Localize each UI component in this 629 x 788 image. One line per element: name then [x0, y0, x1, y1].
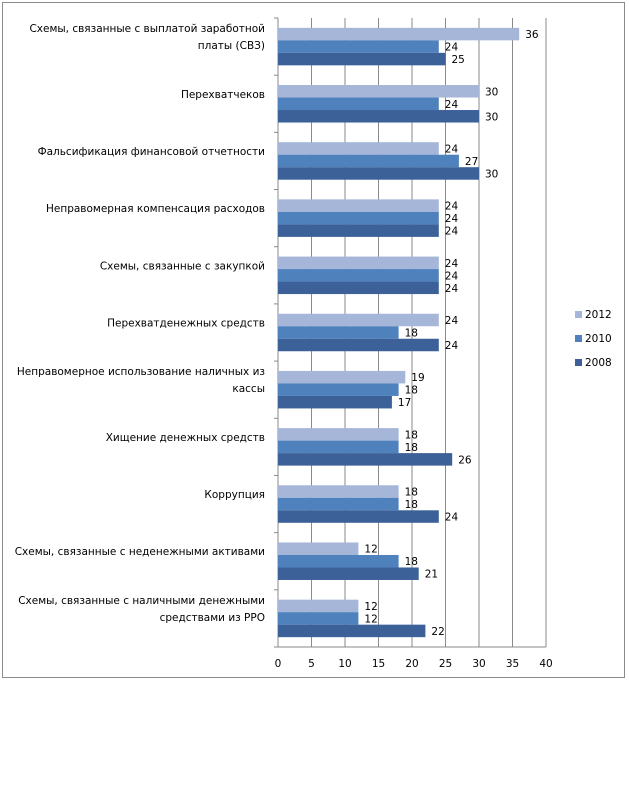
data-label-2012-7: 18 — [405, 429, 418, 441]
data-label-2008-3: 24 — [445, 226, 459, 238]
bar-2012-5 — [278, 313, 439, 327]
bar-2008-9 — [278, 567, 419, 580]
data-label-2012-5: 24 — [445, 315, 459, 327]
bar-2008-0 — [278, 52, 446, 66]
category-label-9: Схемы, связанные с неденежными активами — [15, 546, 265, 558]
data-label-2010-4: 24 — [445, 270, 459, 282]
legend-label-2012: 2012 — [585, 309, 612, 321]
bar-2012-8 — [278, 485, 399, 498]
bar-2008-10 — [278, 624, 426, 638]
data-label-2008-4: 24 — [445, 283, 459, 295]
x-tick-label-10: 10 — [338, 658, 351, 670]
bar-2012-9 — [278, 542, 359, 555]
data-label-2010-7: 18 — [405, 442, 418, 454]
data-label-2010-3: 24 — [445, 213, 459, 225]
category-label-3: Неправомерная компенсация расходов — [46, 203, 265, 215]
x-tick-label-35: 35 — [506, 658, 519, 670]
category-label-0: Схемы, связанные с выплатой заработной — [29, 23, 265, 35]
category-label-2: Фальсификация финансовой отчетности — [38, 146, 265, 158]
data-label-2008-6: 17 — [398, 397, 411, 409]
category-label-0: платы (СВЗ) — [198, 40, 265, 52]
data-label-2012-9: 12 — [364, 544, 377, 556]
data-label-2010-9: 18 — [405, 556, 418, 568]
bar-2012-1 — [278, 85, 479, 98]
bar-2012-2 — [278, 142, 439, 155]
data-label-2012-3: 24 — [445, 201, 459, 213]
bar-2012-3 — [278, 199, 439, 212]
data-label-2010-0: 24 — [445, 42, 459, 54]
bar-2008-3 — [278, 224, 439, 237]
bar-2012-6 — [278, 370, 406, 384]
data-label-2010-1: 24 — [445, 99, 459, 111]
bar-2010-6 — [278, 383, 399, 396]
bar-2008-6 — [278, 395, 392, 409]
bar-2010-10 — [278, 612, 359, 625]
x-tick-label-15: 15 — [372, 658, 385, 670]
data-label-2012-8: 18 — [405, 487, 418, 499]
data-label-2012-4: 24 — [445, 258, 459, 270]
bar-2010-2 — [278, 154, 459, 168]
category-label-10: средствами из РРО — [160, 612, 265, 624]
category-label-1: Перехватчеков — [181, 89, 265, 101]
data-label-2008-7: 26 — [458, 454, 472, 466]
x-tick-label-30: 30 — [472, 658, 485, 670]
x-tick-label-25: 25 — [439, 658, 452, 670]
data-label-2012-10: 12 — [364, 601, 377, 613]
data-label-2008-2: 30 — [485, 168, 498, 180]
category-label-10: Схемы, связанные с наличными денежными — [18, 595, 265, 607]
data-label-2008-0: 25 — [452, 54, 465, 66]
category-label-5: Перехватденежных средств — [107, 318, 265, 330]
x-tick-label-40: 40 — [539, 658, 552, 670]
data-label-2010-5: 18 — [405, 328, 418, 340]
data-label-2010-6: 18 — [405, 385, 418, 397]
bar-2010-5 — [278, 326, 399, 339]
bar-2012-7 — [278, 428, 399, 441]
category-label-6: кассы — [232, 383, 265, 395]
data-label-2012-0: 36 — [525, 29, 539, 41]
bar-2012-10 — [278, 599, 359, 613]
data-label-2008-9: 21 — [425, 569, 438, 581]
category-label-8: Коррупция — [204, 489, 265, 501]
bar-2008-1 — [278, 110, 479, 123]
x-tick-label-5: 5 — [308, 658, 315, 670]
data-label-2010-2: 27 — [465, 156, 478, 168]
data-label-2012-1: 30 — [485, 86, 498, 98]
bar-2008-4 — [278, 281, 439, 295]
legend-swatch-2008 — [575, 359, 582, 366]
bar-2012-4 — [278, 256, 439, 270]
data-label-2010-10: 12 — [364, 613, 377, 625]
x-tick-label-20: 20 — [405, 658, 418, 670]
bar-2008-7 — [278, 453, 453, 466]
bar-2012-0 — [278, 27, 520, 41]
data-label-2012-6: 19 — [411, 372, 424, 384]
legend-label-2010: 2010 — [585, 333, 612, 345]
category-label-7: Хищение денежных средств — [106, 432, 265, 444]
bar-2010-3 — [278, 211, 439, 225]
bar-2010-4 — [278, 269, 439, 282]
bar-2008-8 — [278, 510, 439, 523]
bar-2010-9 — [278, 554, 399, 568]
bar-2010-7 — [278, 440, 399, 454]
data-label-2010-8: 18 — [405, 499, 418, 511]
legend-label-2008: 2008 — [585, 357, 612, 369]
data-label-2008-8: 24 — [445, 512, 459, 524]
data-label-2008-5: 24 — [445, 340, 459, 352]
bar-2010-8 — [278, 497, 399, 511]
bar-2008-5 — [278, 338, 439, 352]
data-label-2012-2: 24 — [445, 143, 459, 155]
legend-swatch-2012 — [575, 311, 582, 318]
data-label-2008-10: 22 — [431, 626, 444, 638]
bar-2008-2 — [278, 167, 479, 180]
x-tick-label-0: 0 — [275, 658, 282, 670]
bar-2010-0 — [278, 40, 439, 53]
bar-2010-1 — [278, 97, 439, 111]
category-label-6: Неправомерное использование наличных из — [17, 366, 265, 378]
category-label-4: Схемы, связанные с закупкой — [100, 260, 265, 272]
data-label-2008-1: 30 — [485, 111, 498, 123]
legend-swatch-2010 — [575, 335, 582, 342]
